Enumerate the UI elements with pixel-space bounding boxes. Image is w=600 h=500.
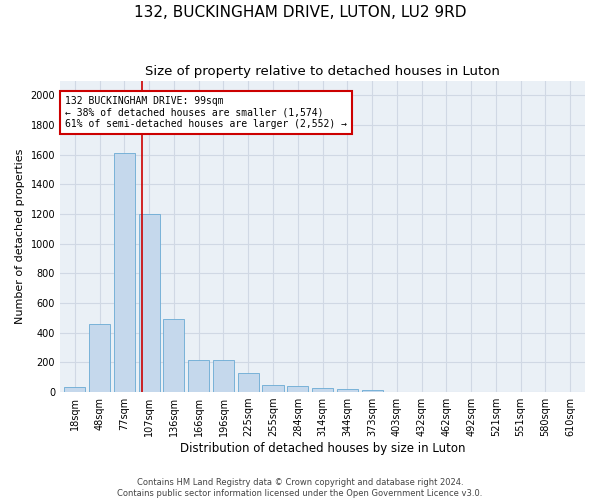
Bar <box>139 214 160 392</box>
Bar <box>89 324 110 392</box>
Bar <box>337 389 358 392</box>
Bar <box>188 360 209 392</box>
Bar <box>287 386 308 392</box>
Bar <box>213 360 234 392</box>
Bar <box>312 388 333 392</box>
Bar <box>64 387 85 392</box>
Bar <box>238 373 259 392</box>
Text: 132, BUCKINGHAM DRIVE, LUTON, LU2 9RD: 132, BUCKINGHAM DRIVE, LUTON, LU2 9RD <box>134 5 466 20</box>
Title: Size of property relative to detached houses in Luton: Size of property relative to detached ho… <box>145 65 500 78</box>
Bar <box>114 153 135 392</box>
Y-axis label: Number of detached properties: Number of detached properties <box>15 148 25 324</box>
Bar <box>262 384 284 392</box>
X-axis label: Distribution of detached houses by size in Luton: Distribution of detached houses by size … <box>180 442 465 455</box>
Bar <box>163 320 184 392</box>
Text: 132 BUCKINGHAM DRIVE: 99sqm
← 38% of detached houses are smaller (1,574)
61% of : 132 BUCKINGHAM DRIVE: 99sqm ← 38% of det… <box>65 96 347 130</box>
Bar <box>362 390 383 392</box>
Text: Contains HM Land Registry data © Crown copyright and database right 2024.
Contai: Contains HM Land Registry data © Crown c… <box>118 478 482 498</box>
